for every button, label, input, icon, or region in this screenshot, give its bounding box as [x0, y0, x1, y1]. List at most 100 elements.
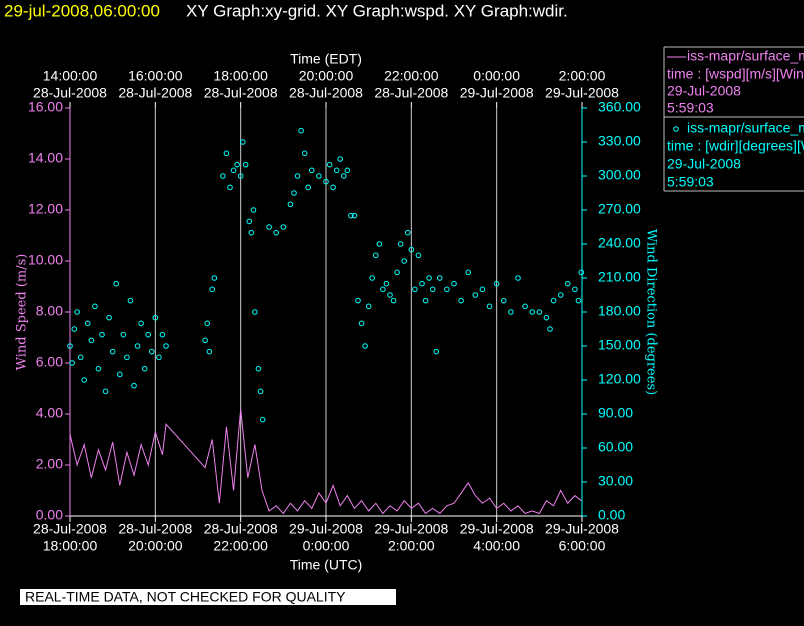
x2-axis-label: Time (EDT)	[290, 51, 362, 67]
wind-direction-point	[543, 314, 550, 321]
y2-tick-label: 210.00	[598, 269, 641, 285]
y2-tick-label: 60.00	[598, 439, 633, 455]
wind-direction-point	[145, 331, 152, 338]
wind-direction-point	[257, 388, 264, 395]
wind-direction-point	[95, 365, 102, 372]
y-tick-label: 2.00	[36, 456, 63, 472]
wind-direction-point	[138, 320, 144, 327]
wind-direction-point	[298, 127, 304, 134]
wind-direction-point	[250, 207, 257, 213]
wind-direction-point	[337, 156, 344, 162]
x2-tick-label: 29-Jul-2008	[545, 85, 619, 101]
wind-direction-point	[415, 252, 422, 259]
wind-direction-point	[522, 303, 528, 310]
x2-tick-label: 14:00:00	[43, 68, 98, 84]
legend: iss-mapr/surface_m time : [wspd][m/s][Wi…	[663, 46, 804, 192]
wind-direction-point	[81, 377, 88, 383]
wind-direction-point	[344, 167, 351, 174]
wind-direction-point	[248, 229, 255, 236]
wind-direction-point	[404, 229, 411, 236]
wind-direction-point	[102, 388, 109, 395]
y-tick-label: 10.00	[28, 252, 63, 268]
wind-direction-point	[209, 286, 216, 293]
y2-tick-label: 90.00	[598, 405, 633, 421]
y2-tick-label: 150.00	[598, 337, 641, 353]
wind-direction-point	[301, 150, 308, 157]
legend-symbol	[673, 126, 679, 132]
x-tick-label: 20:00:00	[128, 538, 183, 554]
wind-direction-point	[159, 331, 166, 338]
wind-direction-point	[383, 280, 390, 287]
wind-direction-point	[390, 297, 397, 304]
x2-tick-label: 22:00:00	[384, 68, 439, 84]
wind-direction-point	[259, 416, 266, 423]
x2-tick-label: 29-Jul-2008	[460, 85, 534, 101]
wind-direction-point	[127, 297, 134, 304]
wind-direction-point	[69, 360, 75, 366]
wind-direction-point	[380, 286, 386, 293]
wind-direction-point	[372, 252, 379, 259]
x-tick-label: 29-Jul-2008	[374, 521, 448, 537]
wind-direction-point	[240, 139, 246, 145]
wind-direction-point	[486, 303, 493, 310]
wind-direction-point	[401, 258, 408, 264]
wind-speed-line	[69, 408, 582, 515]
wind-direction-point	[242, 161, 249, 168]
y2-tick-label: 120.00	[598, 371, 641, 387]
y-tick-label: 4.00	[36, 405, 63, 421]
x2-tick-label: 28-Jul-2008	[118, 85, 192, 101]
x2-tick-label: 28-Jul-2008	[374, 85, 448, 101]
wind-direction-point	[255, 365, 262, 372]
x2-tick-label: 0:00:00	[473, 68, 520, 84]
wind-direction-point	[465, 269, 472, 276]
wind-direction-point	[305, 184, 312, 191]
wind-direction-point	[316, 173, 322, 179]
wind-direction-point	[330, 184, 336, 191]
wind-direction-point	[500, 297, 507, 304]
wind-direction-point	[206, 348, 213, 355]
wind-direction-point	[116, 371, 123, 378]
wind-direction-point	[376, 241, 383, 247]
wind-direction-point	[419, 280, 425, 287]
y2-tick-label: 180.00	[598, 303, 641, 319]
x-tick-label: 29-Jul-2008	[545, 521, 619, 537]
wind-direction-point	[426, 275, 432, 281]
y2-tick-label: 270.00	[598, 201, 641, 217]
wind-direction-point	[77, 354, 84, 361]
wind-direction-point	[572, 286, 578, 293]
y-tick-label: 6.00	[36, 354, 63, 370]
y-axis-label: Wind Speed (m/s)	[15, 254, 30, 371]
wind-direction-point	[323, 178, 329, 185]
wind-direction-point	[479, 286, 486, 293]
legend-name: iss-mapr/surface_m	[687, 48, 804, 64]
footer: REAL-TIME DATA, NOT CHECKED FOR QUALITY	[25, 589, 346, 605]
wind-direction-point	[433, 348, 440, 355]
wind-direction-point	[358, 320, 365, 327]
x-tick-label: 0:00:00	[303, 538, 350, 554]
x-tick-label: 29-Jul-2008	[289, 521, 363, 537]
wind-direction-point	[204, 320, 211, 327]
wind-direction-point	[246, 218, 252, 225]
x2-tick-label: 2:00:00	[559, 68, 606, 84]
wind-direction-point	[394, 269, 400, 276]
wind-direction-point	[134, 343, 141, 349]
wind-direction-point	[362, 343, 368, 349]
x2-tick-label: 18:00:00	[213, 68, 268, 84]
x-tick-label: 28-Jul-2008	[33, 521, 107, 537]
wind-direction-point	[326, 161, 333, 168]
x2-tick-label: 16:00:00	[128, 68, 183, 84]
wind-direction-point	[348, 212, 354, 219]
x-tick-label: 4:00:00	[473, 538, 520, 554]
wind-direction-point	[351, 212, 358, 219]
wind-direction-point	[564, 280, 571, 287]
x2-tick-label: 28-Jul-2008	[33, 85, 107, 101]
wind-direction-point	[458, 297, 464, 304]
y2-tick-label: 0.00	[598, 507, 625, 523]
wind-direction-point	[575, 297, 582, 304]
wind-direction-point	[365, 303, 372, 310]
wind-direction-point	[422, 297, 429, 304]
x-tick-label: 2:00:00	[388, 538, 435, 554]
x-tick-label: 28-Jul-2008	[118, 521, 192, 537]
